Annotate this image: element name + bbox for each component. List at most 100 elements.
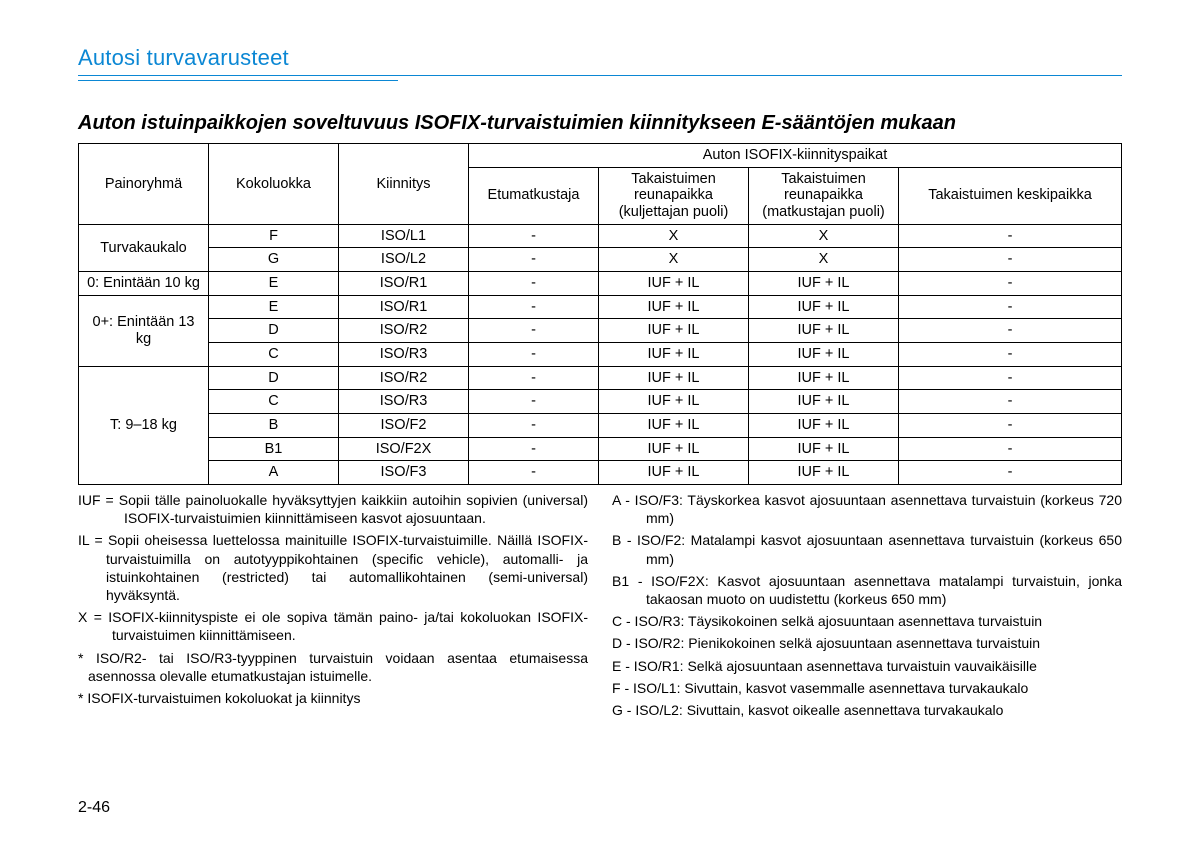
cell: IUF + IL [749, 437, 899, 461]
notes-right: A - ISO/F3: Täyskorkea kasvot ajosuuntaa… [612, 491, 1122, 723]
cell: - [469, 437, 599, 461]
page-subtitle: Auton istuinpaikkojen soveltuvuus ISOFIX… [78, 112, 1122, 135]
note-text: A - ISO/F3: Täyskorkea kasvot ajosuuntaa… [612, 491, 1122, 527]
section-header: Autosi turvavarusteet [78, 45, 1122, 71]
cell: - [899, 343, 1122, 367]
cell: IUF + IL [599, 295, 749, 319]
notes-section: IUF = Sopii tälle painoluokalle hyväksyt… [78, 491, 1122, 723]
cell: - [469, 390, 599, 414]
cell: IUF + IL [599, 272, 749, 296]
cell: IUF + IL [599, 390, 749, 414]
note-text: X = ISOFIX-kiinnityspiste ei ole sopiva … [78, 608, 588, 644]
cell: IUF + IL [599, 461, 749, 485]
cell: - [899, 437, 1122, 461]
cell: IUF + IL [749, 461, 899, 485]
cell: IUF + IL [749, 414, 899, 438]
cell: IUF + IL [749, 319, 899, 343]
cell: - [469, 272, 599, 296]
notes-left: IUF = Sopii tälle painoluokalle hyväksyt… [78, 491, 588, 723]
note-text: IL = Sopii oheisessa luettelossa mainitu… [78, 531, 588, 604]
isofix-table: Painoryhmä Kokoluokka Kiinnitys Auton IS… [78, 143, 1122, 485]
cell: X [749, 224, 899, 248]
header-divider [78, 75, 1122, 76]
cell: F [209, 224, 339, 248]
cell: - [899, 224, 1122, 248]
cell: IUF + IL [749, 343, 899, 367]
group-label: 0+: Enintään 13 kg [79, 295, 209, 366]
table-row: T: 9–18 kg D ISO/R2 - IUF + IL IUF + IL … [79, 366, 1122, 390]
cell: ISO/L1 [339, 224, 469, 248]
note-text: F - ISO/L1: Sivuttain, kasvot vasemmalle… [612, 679, 1122, 697]
cell: - [469, 319, 599, 343]
table-row: 0+: Enintään 13 kg E ISO/R1 - IUF + IL I… [79, 295, 1122, 319]
cell: - [469, 224, 599, 248]
cell: ISO/R1 [339, 272, 469, 296]
cell: IUF + IL [599, 366, 749, 390]
table-row: C ISO/R3 - IUF + IL IUF + IL - [79, 390, 1122, 414]
cell: B1 [209, 437, 339, 461]
cell: X [599, 248, 749, 272]
cell: - [899, 295, 1122, 319]
cell: E [209, 272, 339, 296]
header-pos3: Takaistuimen reunapaikka (matkustajan pu… [749, 167, 899, 224]
cell: - [899, 272, 1122, 296]
cell: B [209, 414, 339, 438]
cell: - [469, 461, 599, 485]
cell: - [899, 390, 1122, 414]
cell: - [899, 248, 1122, 272]
note-text: * ISO/R2- tai ISO/R3-tyyppinen turvaistu… [78, 649, 588, 685]
cell: IUF + IL [599, 343, 749, 367]
cell: X [749, 248, 899, 272]
table-row: D ISO/R2 - IUF + IL IUF + IL - [79, 319, 1122, 343]
note-text: * ISOFIX-turvaistuimen kokoluokat ja kii… [78, 689, 588, 707]
table-row: G ISO/L2 - X X - [79, 248, 1122, 272]
cell: IUF + IL [599, 414, 749, 438]
header-weight-group: Painoryhmä [79, 144, 209, 225]
table-row: 0: Enintään 10 kg E ISO/R1 - IUF + IL IU… [79, 272, 1122, 296]
cell: - [899, 366, 1122, 390]
table-row: A ISO/F3 - IUF + IL IUF + IL - [79, 461, 1122, 485]
cell: - [899, 461, 1122, 485]
table-row: C ISO/R3 - IUF + IL IUF + IL - [79, 343, 1122, 367]
header-fixture: Kiinnitys [339, 144, 469, 225]
table-row: Turvakaukalo F ISO/L1 - X X - [79, 224, 1122, 248]
cell: - [469, 248, 599, 272]
note-text: E - ISO/R1: Selkä ajosuuntaan asennettav… [612, 657, 1122, 675]
cell: ISO/F3 [339, 461, 469, 485]
cell: E [209, 295, 339, 319]
cell: ISO/R3 [339, 390, 469, 414]
cell: - [899, 414, 1122, 438]
cell: - [469, 414, 599, 438]
cell: ISO/L2 [339, 248, 469, 272]
cell: IUF + IL [599, 319, 749, 343]
cell: X [599, 224, 749, 248]
cell: ISO/F2 [339, 414, 469, 438]
cell: ISO/R3 [339, 343, 469, 367]
header-positions: Auton ISOFIX-kiinnityspaikat [469, 144, 1122, 168]
group-label: T: 9–18 kg [79, 366, 209, 484]
group-label: Turvakaukalo [79, 224, 209, 271]
cell: - [469, 343, 599, 367]
group-label: 0: Enintään 10 kg [79, 272, 209, 296]
cell: ISO/R2 [339, 366, 469, 390]
cell: - [899, 319, 1122, 343]
cell: IUF + IL [749, 295, 899, 319]
note-text: B1 - ISO/F2X: Kasvot ajosuuntaan asennet… [612, 572, 1122, 608]
cell: IUF + IL [749, 366, 899, 390]
cell: ISO/R1 [339, 295, 469, 319]
page-number: 2-46 [78, 799, 110, 817]
cell: ISO/R2 [339, 319, 469, 343]
cell: ISO/F2X [339, 437, 469, 461]
note-text: G - ISO/L2: Sivuttain, kasvot oikealle a… [612, 701, 1122, 719]
table-row: Painoryhmä Kokoluokka Kiinnitys Auton IS… [79, 144, 1122, 168]
header-size-class: Kokoluokka [209, 144, 339, 225]
header-pos2: Takaistuimen reunapaikka (kuljettajan pu… [599, 167, 749, 224]
cell: C [209, 343, 339, 367]
table-row: B1 ISO/F2X - IUF + IL IUF + IL - [79, 437, 1122, 461]
cell: - [469, 295, 599, 319]
cell: IUF + IL [749, 272, 899, 296]
cell: G [209, 248, 339, 272]
note-text: D - ISO/R2: Pienikokoinen selkä ajosuunt… [612, 634, 1122, 652]
header-pos1: Etumatkustaja [469, 167, 599, 224]
cell: - [469, 366, 599, 390]
